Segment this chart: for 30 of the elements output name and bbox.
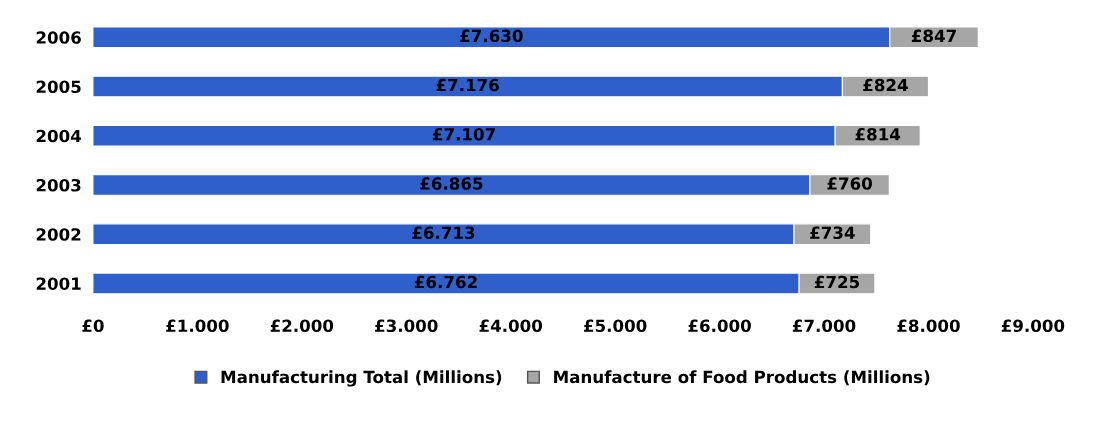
x-tick-label: £0 bbox=[82, 319, 104, 333]
data-label: £6.865 bbox=[420, 177, 483, 190]
x-tick-label: £9.000 bbox=[1001, 319, 1065, 333]
y-tick-label: 2001 bbox=[36, 277, 81, 291]
x-tick-label: £2.000 bbox=[270, 319, 334, 333]
legend-label: Manufacturing Total (Millions) bbox=[221, 370, 502, 387]
data-label: £6.762 bbox=[414, 275, 477, 289]
x-tick-label: £6.000 bbox=[688, 319, 751, 333]
data-label: £734 bbox=[810, 226, 855, 240]
x-tick-label: £1.000 bbox=[166, 319, 229, 333]
y-tick-label: 2003 bbox=[36, 178, 81, 192]
y-tick-label: 2005 bbox=[36, 80, 81, 94]
data-label: £847 bbox=[911, 29, 956, 43]
data-label: £824 bbox=[863, 78, 908, 92]
data-label: £7.107 bbox=[432, 127, 495, 141]
x-tick-label: £4.000 bbox=[479, 319, 543, 333]
data-label: £814 bbox=[855, 127, 901, 141]
y-tick-label: 2002 bbox=[36, 228, 81, 241]
data-label: £725 bbox=[814, 275, 860, 289]
legend-label: Manufacture of Food Products (Millions) bbox=[554, 370, 930, 386]
data-label: £7.630 bbox=[460, 29, 523, 43]
data-label: £6.713 bbox=[412, 226, 475, 240]
x-tick-label: £7.000 bbox=[792, 319, 856, 333]
data-label: £760 bbox=[827, 177, 872, 190]
data-label: £7.176 bbox=[436, 78, 499, 92]
y-tick-label: 2004 bbox=[36, 129, 82, 143]
x-tick-label: £5.000 bbox=[583, 319, 647, 333]
x-tick-label: £8.000 bbox=[897, 319, 960, 333]
y-tick-label: 2006 bbox=[36, 31, 81, 44]
x-tick-label: £3.000 bbox=[375, 319, 438, 333]
